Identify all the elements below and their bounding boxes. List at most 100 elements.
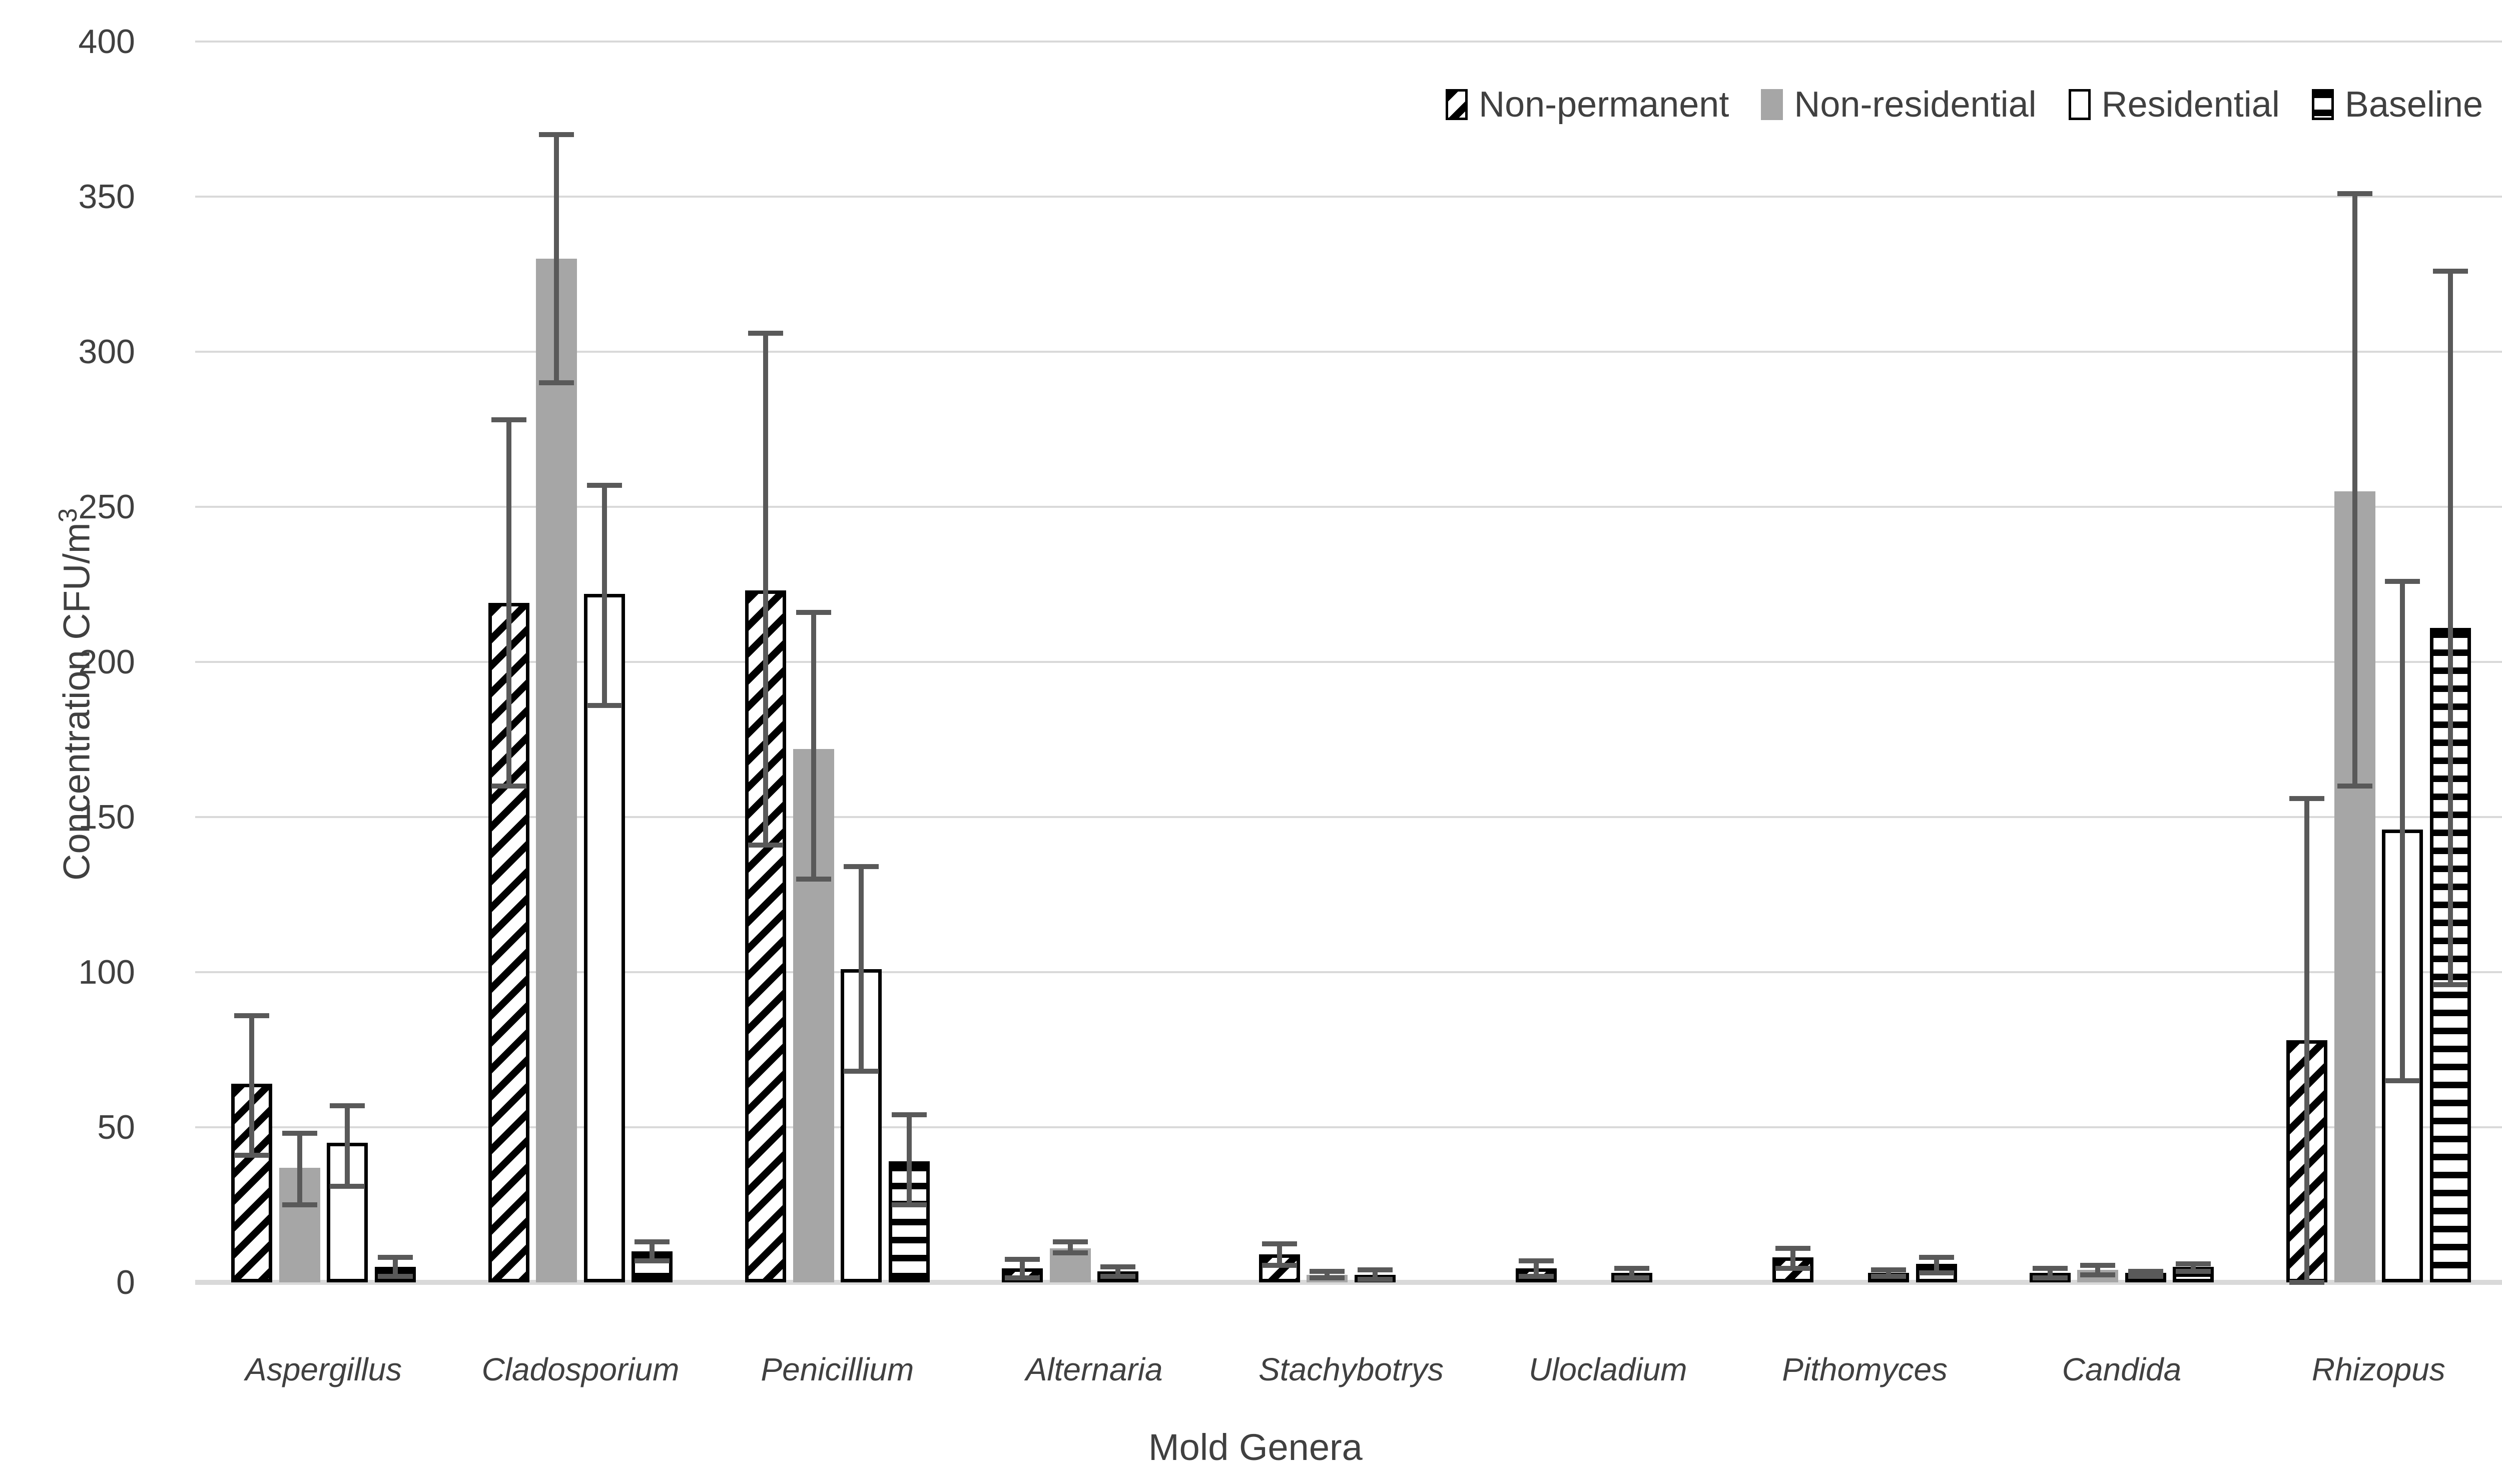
- error-bar-cap: [844, 864, 879, 870]
- error-bar: [2400, 581, 2405, 1081]
- error-bar: [601, 485, 607, 705]
- x-axis-line: [195, 1280, 2502, 1285]
- category-label: Cladosporium: [481, 1351, 680, 1387]
- error-bar-cap: [1871, 1267, 1907, 1273]
- y-tick-label: 150: [78, 798, 135, 836]
- error-bar-cap: [2337, 784, 2372, 789]
- error-bar: [2304, 798, 2310, 1282]
- error-bar-cap: [891, 1112, 927, 1118]
- error-bar-cap: [1871, 1273, 1907, 1279]
- error-bar-cap: [2337, 191, 2372, 196]
- error-bar: [1115, 1267, 1121, 1276]
- error-bar: [1277, 1243, 1282, 1265]
- legend-item-residential: Residential: [2068, 84, 2280, 125]
- error-bar-cap: [1310, 1269, 1345, 1274]
- error-bar: [906, 1115, 912, 1205]
- legend-item-non-permanent: Non-permanent: [1446, 84, 1729, 125]
- error-bar-cap: [1262, 1262, 1297, 1268]
- error-bar: [2191, 1263, 2196, 1272]
- error-bar-cap: [2128, 1273, 2163, 1279]
- category-label: Ulocladium: [1529, 1351, 1687, 1387]
- category-label: Stachybotrys: [1259, 1351, 1444, 1387]
- legend-label: Residential: [2101, 85, 2280, 125]
- error-bar: [1020, 1259, 1025, 1278]
- error-bar-cap: [1100, 1273, 1136, 1279]
- error-bar: [859, 867, 864, 1072]
- error-bar-cap: [2385, 1078, 2420, 1083]
- error-bar-cap: [2289, 796, 2325, 801]
- error-bar-cap: [1052, 1250, 1088, 1256]
- error-bar-cap: [1357, 1267, 1393, 1273]
- error-bar: [2047, 1268, 2053, 1278]
- error-bar: [763, 333, 769, 845]
- error-bar-cap: [891, 1202, 927, 1207]
- error-bar-cap: [1919, 1270, 1954, 1276]
- y-gridline: [195, 196, 2502, 198]
- error-bar: [1934, 1257, 1939, 1273]
- legend-item-baseline: Baseline: [2311, 84, 2483, 125]
- y-gridline: [195, 351, 2502, 353]
- error-bar-cap: [330, 1183, 365, 1189]
- error-bar: [1325, 1271, 1330, 1278]
- error-bar-cap: [1005, 1256, 1040, 1262]
- category-label: Pithomyces: [1782, 1351, 1948, 1387]
- error-bar-cap: [586, 702, 622, 708]
- error-bar-cap: [234, 1013, 270, 1018]
- legend-swatch-diagonal-hatch-icon: [1446, 89, 1468, 120]
- error-bar-cap: [491, 417, 526, 423]
- error-bar: [345, 1105, 350, 1186]
- error-bar: [811, 612, 816, 879]
- error-bar-cap: [2080, 1272, 2116, 1277]
- legend-swatch-solid-icon: [2068, 89, 2091, 120]
- error-bar-cap: [2385, 578, 2420, 584]
- error-bar-cap: [282, 1202, 317, 1207]
- error-bar-cap: [2289, 1280, 2325, 1285]
- error-bar-cap: [796, 877, 831, 882]
- y-tick-label: 200: [78, 643, 135, 681]
- y-tick-label: 0: [116, 1263, 135, 1301]
- error-bar: [554, 135, 559, 383]
- error-bar-cap: [2432, 268, 2468, 274]
- error-bar: [297, 1133, 302, 1205]
- legend-label: Non-residential: [1794, 85, 2037, 125]
- legend-label: Baseline: [2344, 85, 2483, 125]
- legend-swatch-horizontal-hatch-icon: [2311, 89, 2334, 120]
- error-bar-cap: [1100, 1264, 1136, 1269]
- error-bar-cap: [1310, 1275, 1345, 1280]
- error-bar-cap: [586, 482, 622, 488]
- y-tick-label: 400: [78, 23, 135, 61]
- category-label: Penicillium: [761, 1351, 914, 1387]
- error-bar-cap: [2080, 1262, 2116, 1268]
- y-tick-label: 350: [78, 178, 135, 216]
- error-bar-cap: [844, 1069, 879, 1074]
- x-axis-title: Mold Genera: [1148, 1426, 1363, 1468]
- legend-label: Non-permanent: [1479, 85, 1729, 125]
- bar-non-residential-cladosporium: [536, 259, 577, 1282]
- error-bar-cap: [2032, 1266, 2068, 1271]
- y-gridline: [195, 971, 2502, 973]
- error-bar: [1886, 1270, 1892, 1276]
- error-bar-cap: [1519, 1258, 1554, 1263]
- error-bar: [2447, 271, 2453, 985]
- error-bar-cap: [1519, 1273, 1554, 1279]
- y-gridline: [195, 1126, 2502, 1128]
- error-bar: [249, 1015, 255, 1155]
- error-bar-cap: [377, 1255, 413, 1260]
- error-bar-cap: [539, 380, 574, 385]
- y-gridline: [195, 816, 2502, 818]
- legend-item-non-residential: Non-residential: [1761, 84, 2037, 125]
- error-bar-cap: [1919, 1255, 1954, 1260]
- error-bar: [650, 1242, 655, 1261]
- error-bar-cap: [539, 132, 574, 137]
- y-gridline: [195, 41, 2502, 43]
- y-tick-label: 50: [97, 1108, 135, 1146]
- error-bar-cap: [1775, 1245, 1811, 1251]
- error-bar-cap: [2176, 1261, 2211, 1266]
- y-tick-label: 100: [78, 953, 135, 991]
- legend: Non-permanent Non-residential Residential B…: [1446, 84, 2483, 125]
- error-bar-cap: [1614, 1266, 1650, 1271]
- error-bar-cap: [2176, 1269, 2211, 1274]
- error-bar-cap: [491, 784, 526, 789]
- error-bar-cap: [1775, 1266, 1811, 1271]
- bar-residential-cladosporium: [583, 593, 625, 1282]
